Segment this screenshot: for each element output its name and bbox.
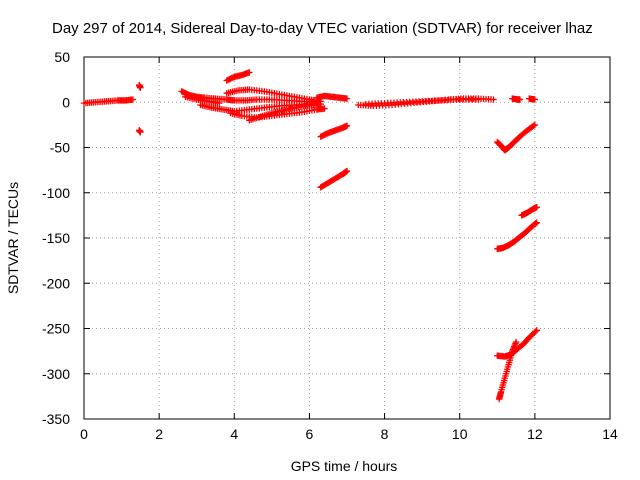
series-arc-08 (223, 86, 324, 105)
y-axis-label: SDTVAR / TECUs (5, 182, 21, 294)
data-point (531, 121, 539, 129)
x-tick-label: 2 (155, 426, 163, 442)
data-point (490, 96, 497, 103)
data-point (532, 328, 539, 335)
y-tick-label: -50 (50, 140, 70, 156)
data-points (80, 69, 540, 403)
data-point (533, 327, 540, 334)
tick-marks (83, 56, 611, 420)
x-axis-label: GPS time / hours (291, 458, 398, 474)
y-tick-label: -300 (42, 366, 70, 382)
data-point (516, 96, 524, 103)
y-tick-label: -150 (42, 230, 70, 246)
series-arc-20 (494, 219, 540, 253)
x-tick-label: 8 (381, 426, 389, 442)
series-arc-10 (246, 101, 321, 124)
plot-frame (83, 56, 611, 420)
data-point (343, 122, 351, 129)
data-point (475, 96, 482, 103)
y-tick-label: 0 (62, 94, 70, 110)
x-tick-label: 4 (230, 426, 238, 442)
data-point (137, 84, 144, 91)
series-arc-18 (494, 121, 539, 154)
y-tick-label: -100 (42, 185, 70, 201)
x-tick-label: 10 (452, 426, 468, 442)
series-arc-11 (313, 92, 351, 102)
y-tick-label: -200 (42, 275, 70, 291)
x-tick-label: 0 (80, 426, 88, 442)
data-point (343, 167, 351, 175)
x-tick-label: 12 (527, 426, 543, 442)
x-tick-label: 14 (602, 426, 618, 442)
data-point (532, 220, 539, 227)
series-arc-19 (518, 204, 540, 219)
series-arc-03 (136, 127, 144, 136)
series-arc-13 (317, 167, 351, 191)
y-tick-label: -250 (42, 321, 70, 337)
series-arc-12 (317, 122, 351, 140)
data-point (512, 338, 520, 346)
data-point (343, 95, 351, 102)
chart-title: Day 297 of 2014, Sidereal Day-to-day VTE… (52, 20, 593, 37)
data-point (530, 122, 537, 129)
series-arc-15 (362, 96, 482, 108)
series-arc-05 (182, 93, 223, 107)
series-arc-07 (223, 69, 253, 84)
data-point (246, 69, 253, 76)
series-arc-16 (509, 95, 524, 103)
y-tick-label: 50 (54, 49, 70, 65)
x-tick-label: 6 (306, 426, 314, 442)
data-point (313, 101, 321, 109)
data-point (533, 204, 540, 211)
tick-labels: 0 2 4 6 8 10 12 14 50 0 -50 -100 -150 -200 -250 -300 -35… (42, 49, 618, 442)
series-arc-02 (136, 81, 144, 91)
data-point (533, 219, 540, 226)
series-arc-01 (80, 96, 137, 107)
y-tick-label: -350 (42, 411, 70, 427)
data-point (137, 128, 144, 136)
data-point (531, 96, 539, 103)
series-arc-17 (526, 95, 539, 103)
series-arc-22 (495, 338, 520, 403)
data-point (216, 99, 223, 107)
grid-lines (84, 57, 610, 419)
data-point (321, 105, 328, 112)
data-point (129, 96, 137, 103)
